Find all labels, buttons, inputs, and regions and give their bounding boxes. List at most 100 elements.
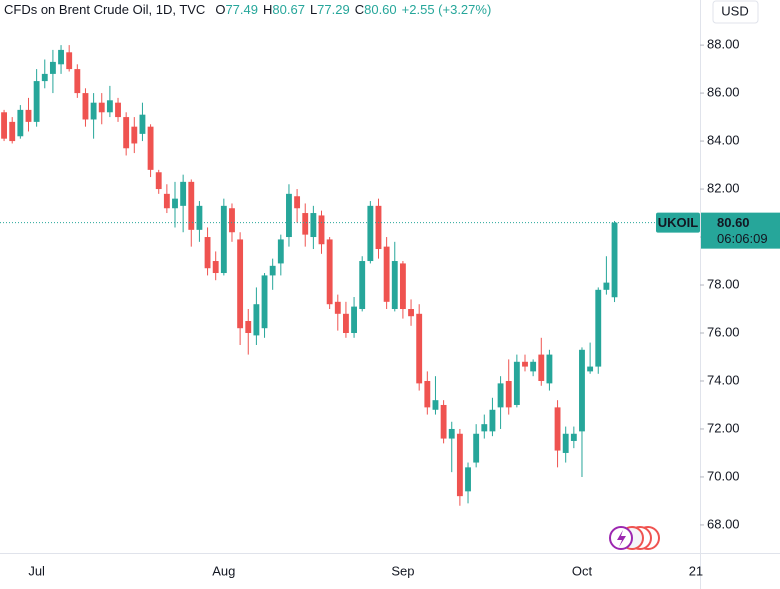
candle-body (17, 109, 24, 137)
candle-body (326, 239, 333, 305)
candle-body (172, 198, 178, 209)
candle-body (424, 380, 431, 408)
candle-body (196, 205, 203, 230)
candle-body (66, 52, 73, 70)
candle-body (269, 265, 276, 276)
candle-body (489, 409, 496, 432)
candle-body (448, 428, 455, 439)
candle-body (98, 102, 105, 113)
candle-body (163, 193, 170, 209)
candle-body (237, 239, 244, 329)
candle-body (391, 261, 398, 310)
candle-body (375, 205, 382, 250)
price-tag (701, 212, 780, 249)
candle-body (318, 215, 325, 245)
ohlc-value: 80.67 (272, 2, 305, 17)
candle-body (481, 424, 488, 432)
candle-body (294, 196, 301, 209)
x-tick-label: 21 (689, 563, 703, 578)
candle-body (204, 237, 211, 269)
candle-body (115, 102, 121, 118)
last-price: 80.60 (717, 215, 750, 230)
ohlc-key: H (263, 2, 272, 17)
candle-body (286, 193, 292, 238)
candle-body (505, 380, 512, 408)
candle-body (277, 239, 284, 264)
candle-body (416, 313, 423, 384)
candle-body (310, 213, 317, 238)
candle-body (587, 366, 594, 372)
candle-body (579, 349, 585, 432)
candle-body (82, 93, 89, 120)
candle-body (497, 383, 504, 408)
y-tick-label: 84.00 (707, 133, 740, 148)
events-icon[interactable] (609, 526, 660, 550)
candle-body (383, 246, 390, 302)
candle-body (49, 61, 56, 74)
candle-body (106, 100, 113, 113)
candle-body (212, 261, 219, 274)
candle-body (432, 400, 439, 410)
candle-body (538, 354, 545, 381)
candle-body (473, 433, 480, 463)
ohlc-value: 77.49 (225, 2, 258, 17)
candle-body (139, 114, 146, 134)
candle-body (603, 282, 610, 290)
y-tick-label: 76.00 (707, 324, 740, 339)
y-tick-label: 72.00 (707, 420, 740, 435)
x-tick-label: Oct (572, 563, 593, 578)
candle-body (465, 467, 471, 492)
candle-body (188, 181, 195, 230)
candle-body (41, 73, 48, 82)
ohlc-value: 80.60 (364, 2, 397, 17)
symbol-tag (656, 212, 700, 233)
legend-header: CFDs on Brent Crude Oil, 1D, TVC O77.49 H8… (4, 2, 491, 17)
candle-body (513, 361, 520, 405)
candle-body (554, 407, 561, 451)
candle-body (359, 261, 366, 310)
candle-body (351, 306, 357, 333)
currency-box[interactable] (712, 0, 759, 24)
plot: 68.0070.0072.0074.0076.0078.0080.0082.00… (1, 37, 740, 578)
y-tick-label: 82.00 (707, 180, 740, 195)
candle-body (123, 117, 130, 149)
ohlc-value: 77.29 (317, 2, 350, 17)
y-tick-label: 70.00 (707, 468, 740, 483)
candle-body (408, 309, 414, 317)
candle-body (343, 313, 349, 333)
y-tick-label: 74.00 (707, 372, 740, 387)
x-tick-label: Jul (28, 563, 45, 578)
currency: USD (721, 3, 748, 18)
x-tick-label: Aug (212, 563, 235, 578)
change: +2.55 (+3.27%) (402, 2, 492, 17)
candle-body (456, 433, 463, 497)
candle-body (440, 404, 447, 439)
candle-body (33, 81, 40, 122)
candle-body (74, 69, 81, 94)
candle-body (611, 222, 618, 298)
candle-body (522, 361, 528, 367)
countdown: 06:06:09 (717, 231, 768, 246)
candle-body (147, 126, 154, 170)
candle-body (570, 433, 577, 441)
ohlc-key: L (310, 2, 317, 17)
candle-body (334, 301, 341, 314)
candle-body (180, 181, 187, 206)
candle-body (253, 304, 260, 336)
candle-body (245, 321, 252, 333)
symbol: UKOIL (658, 215, 699, 230)
candle-body (1, 112, 7, 139)
candle-body (220, 205, 227, 274)
candle-body (90, 102, 97, 120)
candle-body (131, 126, 138, 144)
ohlc-key: C (355, 2, 364, 17)
candle-body (399, 263, 406, 310)
candle-body (367, 205, 374, 262)
candle-body (546, 354, 553, 384)
y-tick-label: 78.00 (707, 276, 740, 291)
ohlc-key: O (215, 2, 225, 17)
x-tick-label: Sep (391, 563, 414, 578)
candle-body (562, 433, 569, 453)
